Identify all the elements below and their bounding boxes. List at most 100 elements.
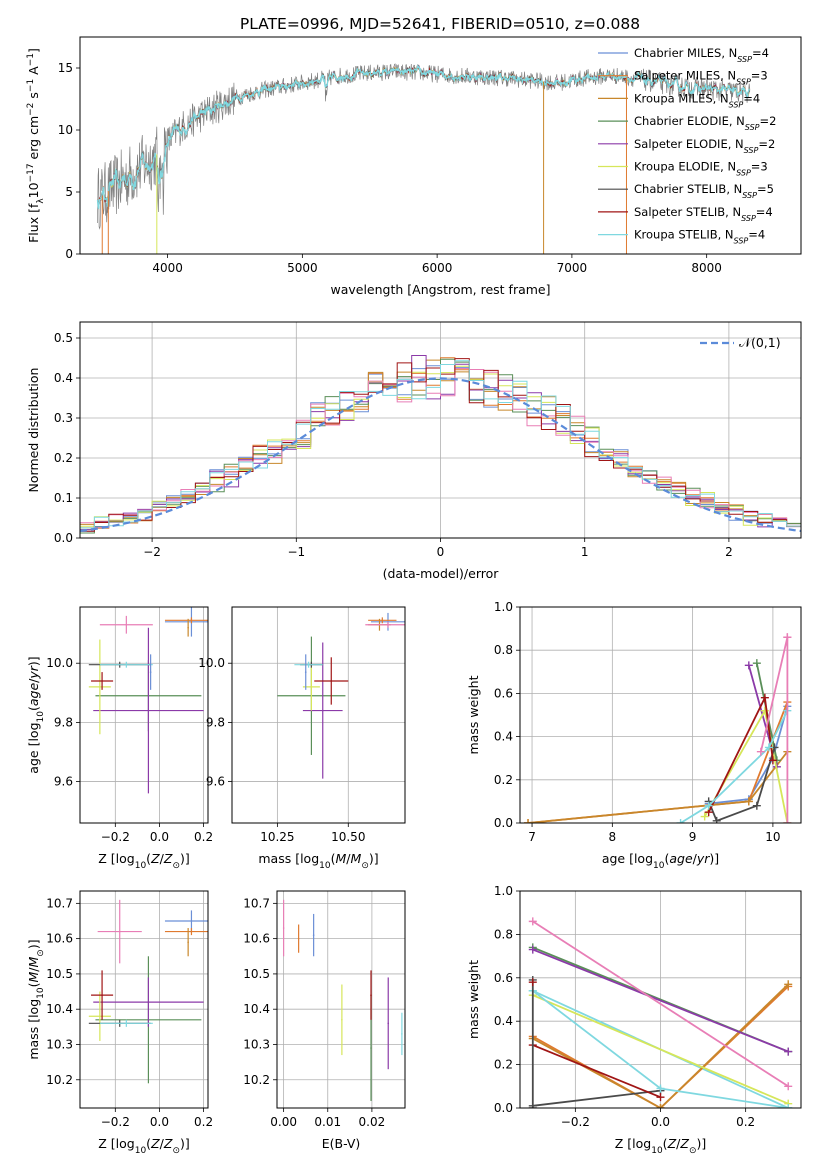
weight_vs_age-line-10 [760, 636, 789, 752]
weight_vs_age-plot-area [524, 633, 792, 823]
weight_vs_age-xtick-label-0: 7 [528, 830, 536, 844]
residuals-xlabel: (data-model)/error [383, 566, 500, 581]
mass_vs_EBV-ytick-label-4: 10.6 [243, 932, 270, 946]
mass_vs_EBV-xtick-label-1: 0.01 [314, 1115, 341, 1129]
mass_vs_EBV-plot-area [282, 899, 403, 1101]
spectrum-xtick-label-4: 8000 [691, 261, 722, 275]
residuals-ytick-label-4: 0.4 [54, 371, 73, 385]
mass_vs_EBV-xtick-label-0: 0.00 [270, 1115, 297, 1129]
weight_vs_Z-ylabel: mass weight [466, 960, 481, 1039]
mass_vs_Z-ylabel: mass [log10(M/M⊙)] [26, 939, 46, 1059]
mass_vs_EBV-point-5 [387, 1022, 390, 1025]
weight_vs_age-marker-2-1 [744, 797, 753, 806]
spectrum-ytick-label-3: 15 [58, 61, 73, 75]
weight_vs_Z-line-5 [532, 994, 789, 1105]
weight_vs_Z-panel: −0.2 0.0 0.2 0.0 0.2 0.4 0.6 0.8 1.0 Z [log10(Z/Z… [466, 884, 802, 1156]
normal-curve [80, 377, 801, 533]
weight_vs_Z-xtick-label-1: 0.0 [651, 1115, 670, 1129]
weight_vs_age-ytick-label-4: 0.8 [494, 643, 513, 657]
legend-label-3: Chabrier ELODIE, NSSP=2 [634, 114, 776, 132]
age_vs_mass-point-8 [307, 663, 310, 666]
spectrum-ylabel: Flux [fλ10−17 erg cm−2 s−1 A−1] [26, 48, 46, 243]
legend-label-1: Salpeter MILES, NSSP=3 [634, 69, 768, 87]
weight_vs_age-line-6 [707, 747, 776, 822]
weight_vs_Z-marker-2-2 [784, 980, 793, 989]
mass_vs_Z-frame [79, 890, 209, 1109]
age_vs_mass-frame [231, 606, 406, 824]
weight_vs_Z-marker-11-0 [528, 978, 537, 987]
weight_vs_age-marker-6-1 [712, 816, 721, 823]
mass_vs_Z-point-1 [190, 930, 193, 933]
residuals-plot-area [80, 355, 801, 538]
mass_vs_Z-point-0 [190, 920, 193, 922]
weight_vs_age-marker-8-1 [704, 801, 713, 810]
mass_vs_EBV-frame [276, 890, 406, 1109]
weight_vs_age-xtick-label-1: 8 [609, 830, 617, 844]
age_vs_mass-point-1 [381, 619, 384, 622]
weight_vs_Z-ytick-label-5: 1.0 [494, 884, 513, 898]
residuals-xtick-label-1: −1 [287, 545, 305, 559]
weight_vs_Z-ytick-label-1: 0.2 [494, 1058, 513, 1072]
age_vs_Z-panel: −0.2 0.0 0.2 9.6 9.8 10.0 Z [log10(Z/Z⊙)] age [… [26, 606, 213, 871]
spectrum-plot-area [96, 63, 751, 254]
age_vs_Z-point-7 [101, 680, 103, 682]
weight_vs_Z-marker-10-0 [528, 1104, 537, 1108]
normal-legend-label: 𝒩(0,1) [739, 335, 781, 350]
weight_vs_Z-marker-8-1 [656, 1084, 665, 1093]
weight_vs_Z-xlabel: Z [log10(Z/Z⊙)] [615, 1136, 707, 1156]
age_vs_mass-xlabel: mass [log10(M/M⊙)] [258, 851, 378, 871]
residuals-ytick-label-2: 0.2 [54, 451, 73, 465]
residuals-xtick-label-3: 1 [581, 545, 589, 559]
mass_vs_EBV-point-2 [341, 1018, 343, 1021]
residuals-xtick-label-4: 2 [725, 545, 733, 559]
mass_vs_EBV-ytick-label-0: 10.2 [243, 1073, 270, 1087]
weight_vs_age-marker-5-0 [700, 812, 709, 821]
mass_vs_Z-ytick-label-1: 10.3 [46, 1037, 73, 1051]
mass_vs_Z-ytick-label-0: 10.2 [46, 1073, 73, 1087]
mass_vs_EBV-panel: 0.00 0.01 0.02 10.2 10.3 10.4 10.5 10.6 10.7 E(B-… [243, 890, 406, 1151]
spectrum-xtick-label-0: 4000 [152, 261, 183, 275]
residuals-xtick-label-0: −2 [143, 545, 161, 559]
mass_vs_Z-xtick-label-2: 0.2 [194, 1115, 213, 1129]
weight_vs_Z-xtick-label-0: −0.2 [561, 1115, 590, 1129]
spectrum-legend: Chabrier MILES, NSSP=4 Salpeter MILES, NS… [598, 46, 776, 245]
weight_vs_age-marker-7-2 [768, 756, 777, 765]
weight_vs_Z-marker-9-0 [528, 917, 537, 926]
weight_vs_Z-ytick-label-2: 0.4 [494, 1014, 513, 1028]
weight_vs_Z-ytick-label-0: 0.0 [494, 1101, 513, 1115]
weight_vs_Z-line-9 [532, 920, 789, 1088]
mass_vs_Z-point-5 [99, 1015, 101, 1018]
weight_vs_age-marker-5-1 [760, 706, 769, 715]
weight_vs_age-marker-10-1 [783, 633, 792, 642]
weight_vs_Z-xtick-label-2: 0.2 [736, 1115, 755, 1129]
age_vs_Z-xtick-label-0: −0.2 [101, 830, 130, 844]
residual-hist-8 [80, 360, 801, 538]
weight_vs_age-line-0 [708, 706, 789, 805]
age_vs_mass-point-9 [304, 671, 307, 673]
age_vs_Z-point-9 [149, 671, 152, 673]
age_vs_mass-ytick-label-1: 9.8 [206, 715, 225, 729]
residuals-ytick-label-0: 0.0 [54, 531, 73, 545]
mass_vs_EBV-ytick-label-2: 10.4 [243, 1002, 270, 1016]
mass_vs_EBV-ytick-label-3: 10.5 [243, 967, 270, 981]
legend-label-0: Chabrier MILES, NSSP=4 [634, 46, 769, 64]
age_vs_mass-xtick-label-1: 10.50 [331, 830, 365, 844]
age_vs_mass-ytick-label-0: 9.6 [206, 775, 225, 789]
age_vs_Z-point-5 [99, 686, 101, 688]
weight_vs_age-marker-9-0 [783, 819, 792, 823]
residuals-ytick-label-3: 0.3 [54, 411, 73, 425]
age_vs_Z-ytick-label-1: 9.8 [54, 715, 73, 729]
weight_vs_age-ytick-label-2: 0.4 [494, 730, 513, 744]
weight_vs_age-frame [519, 606, 802, 824]
age_vs_Z-frame [79, 606, 209, 824]
weight_vs_Z-marker-9-1 [784, 1082, 793, 1091]
weight_vs_age-marker-7-1 [760, 693, 769, 702]
spectrum-panel: 4000 5000 6000 7000 8000 0 5 10 15 wavelength [An… [26, 36, 802, 297]
weight_vs_age-marker-4-0 [744, 661, 753, 670]
age_vs_Z-ytick-label-0: 9.6 [54, 775, 73, 789]
age_vs_mass-point-10 [387, 623, 389, 626]
legend-label-6: Chabrier STELIB, NSSP=5 [634, 182, 774, 200]
weight_vs_age-marker-3-0 [752, 659, 761, 668]
residuals-xtick-label-2: 0 [437, 545, 445, 559]
spectrum-xtick-label-3: 7000 [557, 261, 588, 275]
